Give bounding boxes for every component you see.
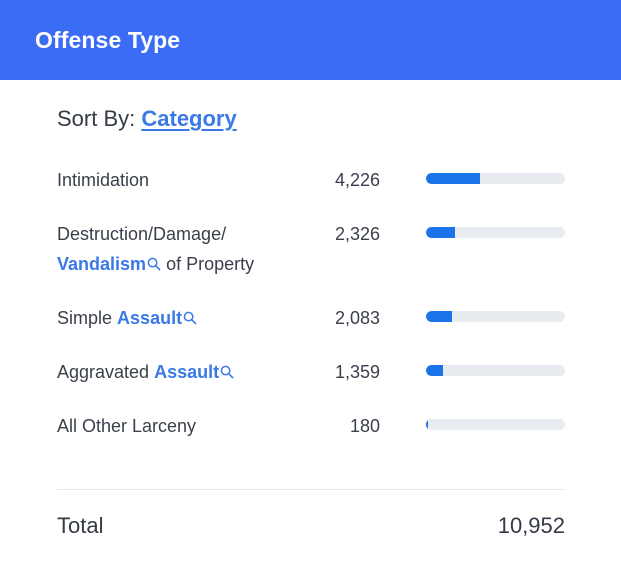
offense-row-all-other-larceny: All Other Larceny 180 xyxy=(57,411,565,471)
total-divider xyxy=(57,489,565,490)
offense-bar-track xyxy=(426,227,565,238)
offense-label-text: of Property xyxy=(166,254,255,274)
offense-bar-fill xyxy=(426,227,456,238)
offense-label: Aggravated Assault xyxy=(57,357,317,387)
term-link-text: Assault xyxy=(154,362,220,382)
offense-label: Intimidation xyxy=(57,165,317,195)
offense-bar-track xyxy=(426,173,565,184)
offense-bar-fill xyxy=(426,173,480,184)
offense-label-text: Aggravated xyxy=(57,362,150,382)
offense-label: All Other Larceny xyxy=(57,411,317,441)
total-value: 10,952 xyxy=(497,513,565,538)
offense-bar-fill xyxy=(426,365,444,376)
search-icon xyxy=(183,311,197,325)
card-title: Offense Type xyxy=(35,26,181,53)
offense-label: Destruction/Damage/ Vandalism of Propert… xyxy=(57,219,317,279)
card-header: Offense Type xyxy=(0,0,621,80)
offense-label-text: All Other Larceny xyxy=(57,416,197,436)
offense-row-vandalism: Destruction/Damage/ Vandalism of Propert… xyxy=(57,219,565,279)
search-icon xyxy=(220,365,234,379)
offense-bar-track xyxy=(426,419,565,430)
search-icon xyxy=(147,257,161,271)
offense-label-text: Intimidation xyxy=(57,170,150,190)
offense-bar-fill xyxy=(426,419,429,430)
offense-count: 1,359 xyxy=(334,362,380,382)
offense-bar-fill xyxy=(426,311,453,322)
offense-bar-track xyxy=(426,365,565,376)
sort-by-label: Sort By: xyxy=(57,106,136,131)
offense-label: Simple Assault xyxy=(57,303,317,333)
term-link-assault[interactable]: Assault xyxy=(117,308,197,328)
sort-by-category-link[interactable]: Category xyxy=(141,106,237,131)
term-link-text: Assault xyxy=(117,308,183,328)
offense-count: 4,226 xyxy=(334,170,380,190)
sort-by-control: Sort By: Category xyxy=(57,106,237,132)
offense-row-simple-assault: Simple Assault 2,083 xyxy=(57,303,565,363)
offense-label-text: Destruction/Damage/ xyxy=(57,224,227,244)
offense-row-aggravated-assault: Aggravated Assault 1,359 xyxy=(57,357,565,417)
offense-row-intimidation: Intimidation 4,226 xyxy=(57,165,565,225)
offense-bar-track xyxy=(426,311,565,322)
offense-count: 180 xyxy=(349,416,380,436)
offense-count: 2,083 xyxy=(334,308,380,328)
term-link-assault[interactable]: Assault xyxy=(154,362,234,382)
offense-count: 2,326 xyxy=(334,224,380,244)
term-link-text: Vandalism xyxy=(57,254,147,274)
total-label: Total xyxy=(57,513,104,538)
term-link-vandalism[interactable]: Vandalism xyxy=(57,254,161,274)
offense-label-text: Simple xyxy=(57,308,113,328)
